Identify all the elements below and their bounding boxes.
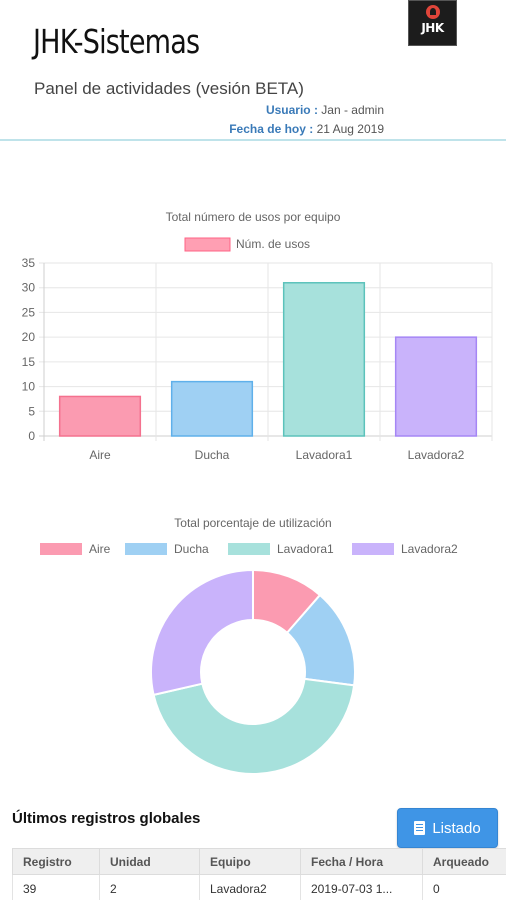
date-label: Fecha de hoy : [229,122,314,136]
pie-legend-label: Lavadora1 [277,542,334,556]
bar-lavadora2 [394,336,478,437]
page-subtitle: Panel de actividades (vesión BETA) [34,79,304,98]
cell-unidad: 2 [99,874,200,900]
x-tick-label: Aire [89,448,111,462]
bar-legend-label: Núm. de usos [236,237,310,251]
records-table: Registro Unidad Equipo Fecha / Hora Arqu… [12,848,506,900]
cell-equipo: Lavadora2 [199,874,301,900]
doughnut-chart: Total porcentaje de utilización Aire Ducha… [40,516,458,775]
date-info: Fecha de hoy : 21 Aug 2019 [229,122,384,136]
pie-legend-swatch [228,543,270,555]
table-header-row: Registro Unidad Equipo Fecha / Hora Arqu… [12,848,506,875]
logo-emblem-icon [426,5,440,19]
date-value: 21 Aug 2019 [316,122,384,136]
document-list-icon [414,821,426,835]
pie-legend-swatch [40,543,82,555]
bar-chart-title: Total número de usos por equipo [166,210,341,224]
user-info: Usuario : Jan - admin [266,103,384,117]
y-tick-label: 25 [22,305,36,319]
y-tick-label: 15 [22,355,36,369]
column-header-unidad[interactable]: Unidad [99,848,200,875]
y-tick-label: 20 [22,330,36,344]
pie-legend-label: Aire [89,542,111,556]
listado-button[interactable]: Listado [397,808,498,848]
x-tick-label: Ducha [195,448,230,462]
y-tick-label: 30 [22,281,36,295]
bar-legend-swatch [184,237,231,252]
bar-ducha [170,380,254,437]
column-header-registro[interactable]: Registro [12,848,100,875]
logo-text: JHK [421,21,444,35]
x-tick-label: Lavadora2 [408,448,465,462]
user-value: Jan - admin [321,103,384,117]
table-row[interactable]: 39 2 Lavadora2 2019-07-03 1... 0 [12,874,506,900]
pie-legend-label: Ducha [174,542,209,556]
brand-title: JHK-Sistemas [33,22,200,61]
bar-chart: Total número de usos por equipo Núm. de u… [22,210,493,462]
cell-fecha-hora: 2019-07-03 1... [300,874,423,900]
y-tick-label: 35 [22,256,36,270]
bar-lavadora1 [282,282,366,437]
column-header-equipo[interactable]: Equipo [199,848,301,875]
user-label: Usuario : [265,103,318,117]
pie-legend-swatch [352,543,394,555]
pie-chart-title: Total porcentaje de utilización [174,516,331,530]
doughnut-slice-lavadora1 [152,677,356,775]
y-tick-label: 0 [28,429,35,443]
cell-arqueado: 0 [422,874,506,900]
brand-logo[interactable]: JHK [408,0,457,46]
page-header: JHK-Sistemas JHK Panel de actividades (v… [0,0,506,141]
x-tick-label: Lavadora1 [296,448,353,462]
doughnut-slice-lavadora2 [150,568,254,697]
pie-legend-swatch [125,543,167,555]
y-tick-label: 5 [28,404,35,418]
column-header-fecha-hora[interactable]: Fecha / Hora [300,848,423,875]
column-header-arqueado[interactable]: Arqueado [422,848,506,875]
y-tick-label: 10 [22,380,36,394]
records-section-title: Últimos registros globales [12,810,201,827]
pie-legend-label: Lavadora2 [401,542,458,556]
cell-registro: 39 [12,874,100,900]
bar-aire [58,395,142,437]
listado-button-label: Listado [432,819,481,837]
